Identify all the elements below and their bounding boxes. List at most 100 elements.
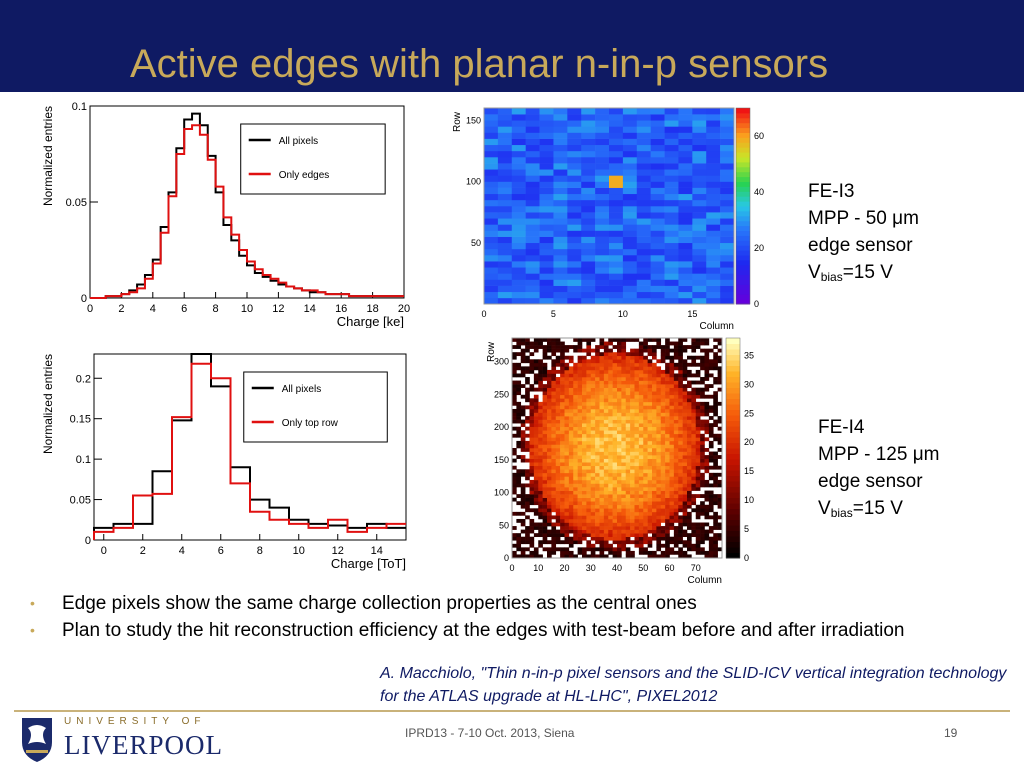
heatmap-cell [656,387,662,392]
heatmap-cell [590,490,596,495]
heatmap-cell [650,144,665,152]
heatmap-cell [660,508,666,513]
heatmap-cell [555,419,561,424]
heatmap-cell [638,518,644,523]
heatmap-cell [542,440,548,445]
heatmap-cell [622,193,638,201]
heatmap-cell [643,380,648,385]
heatmap-cell [564,384,570,388]
heatmap-cell [622,291,638,299]
heatmap-cell [638,472,644,477]
heatmap-cell [608,419,613,424]
heatmap-cell [555,440,561,445]
heatmap-cell [599,550,605,555]
heatmap-cell [664,230,679,237]
heatmap-cell [647,419,653,424]
heatmap-cell [595,522,600,527]
heatmap-cell [539,187,554,195]
heatmap-cell [599,345,605,349]
heatmap-cell [700,476,705,481]
colorbar-segment [726,387,740,394]
heatmap-cell [634,380,640,385]
heatmap-cell [520,536,526,541]
heatmap-cell [625,362,631,367]
heatmap-cell [700,426,705,431]
heatmap-cell [529,550,535,555]
heatmap-cell [713,352,718,357]
heatmap-cell [720,108,735,115]
heatmap-cell [621,338,627,342]
heatmap-cell [621,529,627,534]
heatmap-cell [586,533,592,538]
heatmap-cell [608,465,613,470]
heatmap-cell [568,508,574,513]
heatmap-cell [630,465,635,470]
heatmap-cell [539,218,554,225]
heatmap-cell [512,380,517,385]
heatmap-cell [590,391,596,396]
heatmap-cell [652,355,657,360]
heatmap-cell [638,384,644,388]
heatmap-cell [582,451,587,456]
heatmap-cell [673,391,679,396]
heatmap-cell [538,522,543,527]
heatmap-cell [529,387,535,392]
heatmap-cell [638,458,644,463]
legend-label: All pixels [279,136,318,147]
heatmap-cell [608,536,613,541]
heatmap-cell [590,394,596,399]
heatmap-cell [590,348,596,353]
heatmap-cell [720,255,735,262]
heatmap-cell [617,377,622,381]
heatmap-cell [547,416,552,420]
heatmap-cell [665,398,670,403]
heatmap-cell [573,540,578,545]
heatmap-cell [621,483,627,488]
heatmap-cell [599,444,605,449]
heatmap-cell [634,543,640,548]
heatmap-cell [665,536,670,541]
heatmap-cell [516,419,522,424]
heatmap-cell [577,412,583,417]
heatmap-cell [660,394,666,399]
heatmap-cell [665,469,670,474]
heatmap-cell [617,448,622,452]
heatmap-cell [595,126,610,133]
heatmap-cell [695,515,701,520]
heatmap-cell [669,469,675,474]
heatmap-cell [634,391,640,396]
heatmap-cell [704,348,710,353]
heatmap-cell [665,451,670,456]
heatmap-cell [700,462,705,467]
heatmap-cell [687,405,692,410]
heatmap-cell [634,511,640,516]
heatmap-cell [551,479,557,484]
heatmap-cell [678,120,693,127]
heatmap-cell [555,476,561,481]
heatmap-cell [687,483,692,488]
heatmap-cell [691,543,697,548]
x-tick-label: 0 [87,303,93,315]
heatmap-cell [511,248,526,256]
heatmap-cell [586,430,592,435]
heatmap-cell [577,408,583,413]
heatmap-cell [682,472,688,477]
heatmap-cell [643,472,648,477]
heatmap-cell [599,526,605,530]
heatmap-cell [612,359,618,364]
heatmap-cell [652,504,657,509]
heatmap-cell [539,267,554,274]
heatmap-cell [555,408,561,413]
heatmap-cell [511,163,526,170]
heatmap-cell [617,504,622,509]
spec-fe-i4-bias-value: =15 V [852,498,903,519]
heatmap-cell [497,157,513,164]
heatmap-cell [497,279,513,286]
y-tick-label: 0.2 [76,373,91,385]
heatmap-cell [704,437,710,442]
heatmap-cell [484,267,499,274]
heatmap-cell [595,255,610,262]
heatmap-cell [643,508,648,513]
heatmap-cell [665,497,670,502]
heatmap-cell [704,554,710,559]
